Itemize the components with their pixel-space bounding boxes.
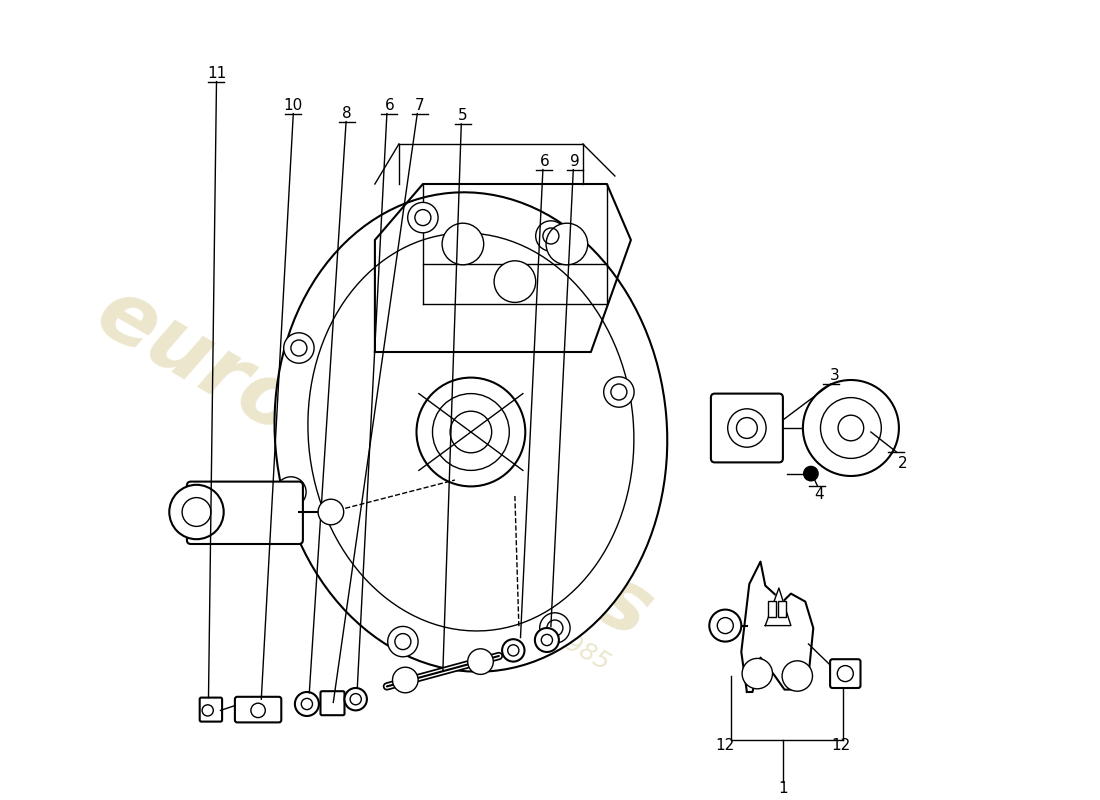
Circle shape: [737, 418, 757, 438]
Text: passion for parts since 1985: passion for parts since 1985: [296, 477, 614, 675]
Polygon shape: [766, 588, 791, 626]
Text: 11: 11: [207, 66, 227, 81]
Circle shape: [710, 610, 741, 642]
FancyBboxPatch shape: [830, 659, 860, 688]
Circle shape: [742, 658, 772, 689]
Circle shape: [450, 411, 492, 453]
Text: 3: 3: [830, 369, 839, 383]
Circle shape: [494, 261, 536, 302]
Text: 10: 10: [284, 98, 302, 113]
Polygon shape: [375, 184, 631, 352]
FancyBboxPatch shape: [769, 601, 777, 617]
Text: eurocarparts: eurocarparts: [82, 271, 668, 657]
FancyBboxPatch shape: [320, 691, 344, 715]
Text: 2: 2: [898, 457, 907, 471]
Circle shape: [502, 639, 525, 662]
Circle shape: [295, 692, 319, 716]
Circle shape: [442, 223, 484, 265]
Text: 1: 1: [778, 782, 788, 796]
FancyBboxPatch shape: [187, 482, 302, 544]
Circle shape: [318, 499, 343, 525]
FancyBboxPatch shape: [778, 601, 786, 617]
Circle shape: [546, 223, 587, 265]
Ellipse shape: [275, 192, 668, 672]
FancyBboxPatch shape: [200, 698, 222, 722]
Circle shape: [417, 378, 526, 486]
Text: 8: 8: [342, 106, 352, 121]
Circle shape: [284, 333, 315, 363]
FancyBboxPatch shape: [235, 697, 282, 722]
Circle shape: [803, 380, 899, 476]
Text: 4: 4: [814, 487, 824, 502]
Circle shape: [344, 688, 367, 710]
Circle shape: [604, 377, 634, 407]
Text: 9: 9: [570, 154, 580, 169]
Text: 7: 7: [415, 98, 425, 113]
Circle shape: [387, 626, 418, 657]
Circle shape: [804, 466, 818, 481]
Circle shape: [408, 202, 438, 233]
Polygon shape: [741, 562, 813, 692]
Circle shape: [535, 628, 559, 652]
Circle shape: [276, 477, 306, 507]
Circle shape: [782, 661, 813, 691]
Text: 12: 12: [716, 738, 735, 753]
Circle shape: [169, 485, 223, 539]
Text: 12: 12: [830, 738, 850, 753]
FancyBboxPatch shape: [711, 394, 783, 462]
Circle shape: [536, 221, 566, 251]
Text: 6: 6: [384, 98, 394, 113]
Circle shape: [838, 415, 864, 441]
Circle shape: [393, 667, 418, 693]
Text: 6: 6: [540, 154, 549, 169]
Text: 5: 5: [458, 109, 468, 123]
Circle shape: [468, 649, 493, 674]
Circle shape: [540, 613, 570, 643]
